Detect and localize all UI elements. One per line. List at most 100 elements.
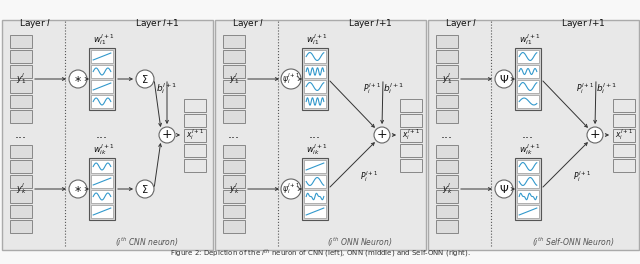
Bar	[91, 65, 113, 78]
Bar	[436, 160, 458, 173]
Bar	[10, 220, 32, 233]
Text: $x_i^{l+1}$: $x_i^{l+1}$	[186, 128, 204, 143]
Bar	[10, 160, 32, 173]
Text: Layer $l$+1: Layer $l$+1	[348, 17, 392, 31]
Bar	[400, 129, 422, 142]
Bar	[302, 158, 328, 220]
Bar	[517, 65, 539, 78]
Bar	[436, 190, 458, 203]
Bar	[436, 65, 458, 78]
Text: $+$: $+$	[589, 129, 600, 142]
Bar	[304, 160, 326, 173]
Bar	[91, 160, 113, 173]
Bar	[613, 144, 635, 157]
Text: $y_1^l$: $y_1^l$	[229, 72, 239, 86]
Bar	[89, 48, 115, 110]
Bar	[613, 158, 635, 172]
Bar	[613, 98, 635, 111]
Text: $+$: $+$	[161, 129, 173, 142]
Bar	[91, 205, 113, 218]
Bar	[10, 190, 32, 203]
Circle shape	[495, 70, 513, 88]
Bar	[436, 110, 458, 123]
Bar	[515, 158, 541, 220]
Bar	[436, 95, 458, 108]
Text: Layer $l$: Layer $l$	[445, 17, 477, 31]
Text: $\Psi$: $\Psi$	[499, 183, 509, 195]
Text: $\Psi$: $\Psi$	[499, 73, 509, 85]
Bar	[2, 20, 213, 250]
Bar	[436, 205, 458, 218]
Bar	[223, 65, 245, 78]
Bar	[304, 65, 326, 78]
Bar	[517, 205, 539, 218]
Bar	[184, 158, 206, 172]
Text: (i$^{th}$ Self-ONN Neuron): (i$^{th}$ Self-ONN Neuron)	[532, 235, 614, 249]
Circle shape	[136, 70, 154, 88]
Bar	[400, 158, 422, 172]
Bar	[184, 114, 206, 126]
Bar	[517, 160, 539, 173]
Text: $\Sigma$: $\Sigma$	[141, 183, 148, 195]
Bar	[436, 35, 458, 48]
Bar	[91, 95, 113, 108]
Bar	[89, 158, 115, 220]
Bar	[10, 80, 32, 93]
Text: $w_{i1}^{l+1}$: $w_{i1}^{l+1}$	[307, 32, 328, 48]
Text: ...: ...	[441, 129, 453, 142]
Bar	[436, 80, 458, 93]
Text: ...: ...	[522, 129, 534, 142]
Text: $*$: $*$	[74, 73, 82, 86]
Text: $w_{i1}^{l+1}$: $w_{i1}^{l+1}$	[520, 32, 541, 48]
Bar	[223, 145, 245, 158]
Circle shape	[495, 180, 513, 198]
Text: $\psi_i^{l+1}$: $\psi_i^{l+1}$	[282, 72, 300, 86]
Circle shape	[69, 180, 87, 198]
Text: $P_i^{l+1}$: $P_i^{l+1}$	[573, 169, 591, 185]
Text: $\psi_i^{l+1}$: $\psi_i^{l+1}$	[282, 182, 300, 196]
Bar	[304, 80, 326, 93]
Text: Figure 2: Depiction of the $i^{th}$ neuron of CNN (left), ONN (middle) and Self-: Figure 2: Depiction of the $i^{th}$ neur…	[170, 247, 470, 259]
Bar	[10, 175, 32, 188]
Bar	[517, 50, 539, 63]
Text: $P_i^{l+1}$: $P_i^{l+1}$	[363, 82, 381, 96]
Bar	[517, 175, 539, 188]
Bar	[91, 50, 113, 63]
Text: $\Sigma$: $\Sigma$	[141, 73, 148, 85]
Bar	[400, 98, 422, 111]
Bar	[10, 50, 32, 63]
Bar	[613, 129, 635, 142]
Bar	[91, 175, 113, 188]
Text: $y_k^l$: $y_k^l$	[15, 182, 26, 196]
Bar	[302, 48, 328, 110]
Bar	[304, 190, 326, 203]
Text: $w_{ik}^{l+1}$: $w_{ik}^{l+1}$	[93, 143, 115, 157]
Text: $P_i^{l+1}$: $P_i^{l+1}$	[360, 169, 378, 185]
Text: ...: ...	[15, 129, 27, 142]
Text: (i$^{th}$ ONN Neuron): (i$^{th}$ ONN Neuron)	[328, 235, 392, 249]
Bar	[304, 205, 326, 218]
Bar	[215, 20, 426, 250]
Bar	[10, 95, 32, 108]
Text: $P_i^{l+1}$: $P_i^{l+1}$	[576, 82, 594, 96]
Text: $x_i^{l+1}$: $x_i^{l+1}$	[402, 128, 420, 143]
Circle shape	[374, 127, 390, 143]
Bar	[436, 50, 458, 63]
Bar	[223, 95, 245, 108]
Bar	[428, 20, 639, 250]
Text: $*$: $*$	[74, 182, 82, 196]
Bar	[517, 190, 539, 203]
Text: $y_k^l$: $y_k^l$	[228, 182, 239, 196]
Text: $w_{i1}^{l+1}$: $w_{i1}^{l+1}$	[93, 32, 115, 48]
Bar	[517, 95, 539, 108]
Circle shape	[587, 127, 603, 143]
Bar	[10, 110, 32, 123]
Text: $y_1^l$: $y_1^l$	[442, 72, 452, 86]
Bar	[515, 48, 541, 110]
Bar	[10, 145, 32, 158]
Bar	[304, 95, 326, 108]
Text: $b_i^{l+1}$: $b_i^{l+1}$	[383, 82, 404, 96]
Bar	[184, 144, 206, 157]
Bar	[10, 65, 32, 78]
Bar	[10, 35, 32, 48]
